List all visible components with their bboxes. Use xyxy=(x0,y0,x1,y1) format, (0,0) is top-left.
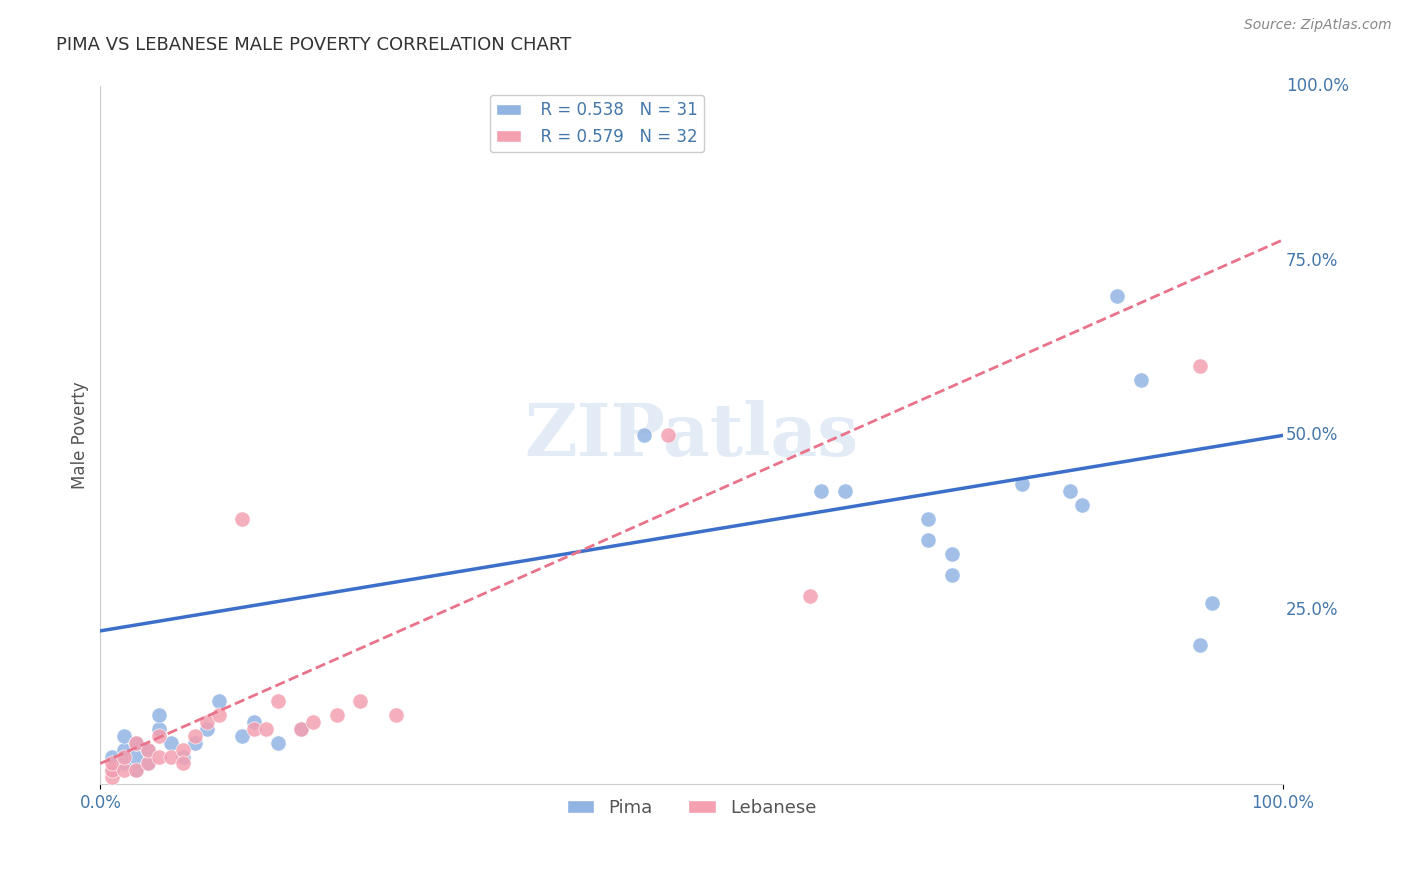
Point xyxy=(148,707,170,722)
Point xyxy=(101,764,124,778)
Point xyxy=(799,589,821,603)
Point xyxy=(266,694,288,708)
Point xyxy=(1201,596,1223,610)
Point xyxy=(633,428,655,442)
Point xyxy=(125,764,148,778)
Point xyxy=(112,756,135,771)
Point xyxy=(112,749,135,764)
Point xyxy=(125,735,148,749)
Point xyxy=(385,707,408,722)
Point xyxy=(184,729,207,743)
Point xyxy=(136,756,159,771)
Point xyxy=(1105,289,1128,303)
Point xyxy=(195,714,218,729)
Point xyxy=(148,729,170,743)
Point xyxy=(207,707,229,722)
Point xyxy=(1129,373,1152,387)
Point xyxy=(941,547,963,561)
Point xyxy=(136,756,159,771)
Point xyxy=(290,722,312,736)
Text: ZIPatlas: ZIPatlas xyxy=(524,400,859,471)
Point xyxy=(834,484,856,499)
Point xyxy=(207,694,229,708)
Point xyxy=(1284,94,1306,108)
Point xyxy=(172,742,194,756)
Point xyxy=(184,735,207,749)
Text: 50.0%: 50.0% xyxy=(1286,426,1339,444)
Point xyxy=(112,764,135,778)
Point xyxy=(266,735,288,749)
Point xyxy=(231,729,253,743)
Point xyxy=(101,756,124,771)
Point xyxy=(657,428,679,442)
Text: 25.0%: 25.0% xyxy=(1286,601,1339,619)
Point xyxy=(243,722,266,736)
Point xyxy=(195,722,218,736)
Point xyxy=(101,749,124,764)
Point xyxy=(125,735,148,749)
Point xyxy=(941,568,963,582)
Point xyxy=(1011,477,1033,491)
Point xyxy=(1188,359,1211,373)
Point xyxy=(101,771,124,785)
Point xyxy=(302,714,325,729)
Text: 75.0%: 75.0% xyxy=(1286,252,1339,270)
Point xyxy=(1070,498,1092,512)
Point xyxy=(112,742,135,756)
Point xyxy=(172,756,194,771)
Point xyxy=(125,764,148,778)
Point xyxy=(243,714,266,729)
Point xyxy=(160,735,183,749)
Text: 100.0%: 100.0% xyxy=(1286,78,1350,95)
Point xyxy=(917,533,939,548)
Point xyxy=(136,742,159,756)
Text: PIMA VS LEBANESE MALE POVERTY CORRELATION CHART: PIMA VS LEBANESE MALE POVERTY CORRELATIO… xyxy=(56,36,571,54)
Point xyxy=(172,749,194,764)
Legend: Pima, Lebanese: Pima, Lebanese xyxy=(560,792,824,824)
Point xyxy=(1188,638,1211,652)
Point xyxy=(917,512,939,526)
Point xyxy=(810,484,832,499)
Point xyxy=(112,729,135,743)
Y-axis label: Male Poverty: Male Poverty xyxy=(72,382,89,489)
Point xyxy=(160,749,183,764)
Point xyxy=(101,764,124,778)
Point xyxy=(290,722,312,736)
Point xyxy=(231,512,253,526)
Point xyxy=(254,722,277,736)
Point xyxy=(136,742,159,756)
Point xyxy=(326,707,349,722)
Point xyxy=(125,749,148,764)
Text: Source: ZipAtlas.com: Source: ZipAtlas.com xyxy=(1244,18,1392,32)
Point xyxy=(1059,484,1081,499)
Point xyxy=(349,694,371,708)
Point xyxy=(148,749,170,764)
Point xyxy=(148,722,170,736)
